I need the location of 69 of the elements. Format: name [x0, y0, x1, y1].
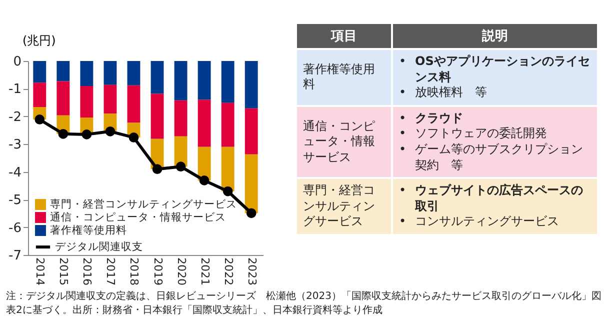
x-tick-label: 2022 — [222, 258, 235, 286]
bar — [150, 94, 164, 139]
text: • 放映権料 等 — [399, 85, 487, 100]
bar — [244, 61, 258, 108]
point — [199, 176, 210, 186]
bar — [150, 61, 164, 94]
bar — [221, 102, 234, 147]
point — [128, 132, 139, 142]
point — [176, 162, 186, 172]
x-tick-label: 2021 — [198, 258, 212, 286]
y-tick-label: 0 — [13, 54, 22, 70]
x-tick-label: 2023 — [245, 258, 258, 286]
point — [34, 114, 45, 124]
bar — [56, 61, 70, 82]
bar — [221, 61, 234, 103]
text: • クラウド — [399, 110, 463, 125]
y-tick-label: -1 — [8, 82, 22, 98]
bar — [174, 100, 188, 136]
y-tick-label: -6 — [8, 220, 22, 236]
bar — [127, 85, 140, 123]
text: • ゲーム等のサブスクリプション契約 等 — [399, 142, 583, 172]
x-tick-label: 2019 — [151, 258, 164, 286]
y-tick-label: -4 — [8, 165, 22, 180]
bar — [33, 61, 46, 83]
y-tick-label: -2 — [8, 110, 22, 125]
x-tick-label: 2015 — [57, 258, 70, 286]
point — [82, 130, 92, 140]
point — [246, 208, 256, 218]
category-label: 専門・経営コンサルティングサービス — [297, 179, 391, 234]
text: • OSやアプリケーションのライセンス料 — [399, 54, 590, 84]
bar — [174, 136, 188, 167]
bar — [104, 61, 117, 85]
bar — [198, 61, 211, 100]
bar — [174, 61, 188, 100]
bar — [127, 61, 140, 86]
bar — [80, 86, 94, 118]
text: • コンサルティングサービス — [399, 214, 559, 228]
x-tick-label: 2016 — [80, 258, 94, 286]
point — [105, 126, 116, 136]
x-tick-label: 2014 — [34, 258, 47, 286]
bar — [244, 108, 258, 154]
y-tick-label: -5 — [8, 193, 22, 208]
point — [152, 164, 162, 174]
y-tick-label: -3 — [8, 138, 22, 153]
bar — [56, 81, 70, 116]
legend-label: デジタル関連収支 — [55, 240, 143, 253]
point — [222, 186, 233, 196]
legend-label: 著作権等使用料 — [50, 224, 127, 236]
text: • ソフトウェアの委託開発 — [399, 126, 547, 140]
y-tick-label: -7 — [8, 248, 22, 264]
bar — [198, 100, 211, 147]
text: 説明 — [393, 24, 597, 48]
legend-label: 通信・コンピュータ・情報サービス — [50, 210, 226, 224]
bar — [104, 84, 117, 114]
text: • ウェブサイトの広告スペースの取引 — [399, 183, 583, 213]
point — [58, 128, 68, 139]
bar — [80, 61, 94, 86]
text: 項目 — [297, 24, 391, 48]
x-tick-label: 2017 — [104, 258, 118, 286]
category-label: 通信・コンピュータ・情報サービス — [297, 106, 391, 178]
bar — [244, 154, 258, 214]
bar — [33, 82, 46, 108]
category-label: 著作権等使用料 — [297, 50, 391, 105]
text: 注：デジタル関連収支の定義は、日銀レビューシリーズ 松瀬他（2023）「国際収支統計からみたサービス取引のグローバル化」図表2に基づく。出所：財務省・日本銀行「国際収支統計」、日本銀行資料等より作成 — [6, 290, 602, 318]
x-tick-label: 2018 — [128, 258, 141, 286]
bar — [221, 146, 234, 192]
legend-label: 専門・経営コンサルティングサービス — [50, 198, 237, 210]
y-axis-title: (兆円) — [22, 34, 56, 48]
x-tick-label: 2020 — [174, 258, 188, 286]
